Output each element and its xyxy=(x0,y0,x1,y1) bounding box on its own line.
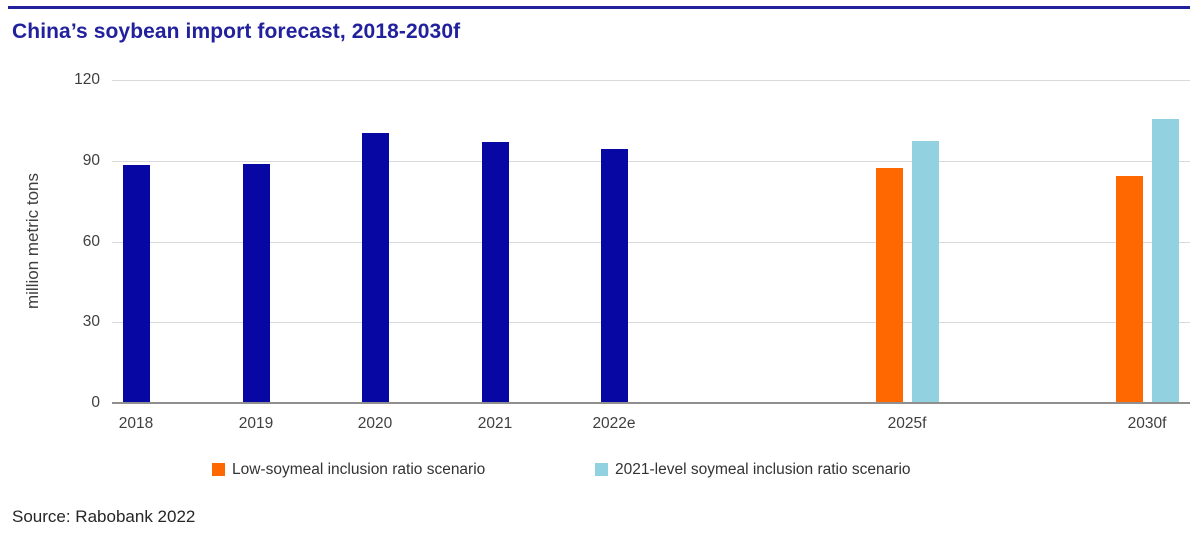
bar-2021-navy xyxy=(481,142,509,402)
x-tick-label-2030f: 2030f xyxy=(1127,415,1167,432)
legend-item-orange: Low-soymeal inclusion ratio scenario xyxy=(212,460,485,479)
bar-2030f-orange xyxy=(1115,175,1143,402)
top-divider-rule xyxy=(8,6,1190,9)
gridline-30 xyxy=(112,322,1190,324)
y-tick-label-90: 90 xyxy=(82,151,100,169)
legend-item-light_blue: 2021-level soymeal inclusion ratio scena… xyxy=(595,460,911,479)
x-axis-line xyxy=(112,402,1190,404)
x-tick-label-2021: 2021 xyxy=(477,415,513,432)
legend-swatch-orange xyxy=(212,463,225,476)
legend-label: Low-soymeal inclusion ratio scenario xyxy=(232,460,486,478)
chart-title: China’s soybean import forecast, 2018-20… xyxy=(12,20,461,43)
bar-2022e-navy xyxy=(600,148,628,402)
y-tick-label-120: 120 xyxy=(74,71,100,88)
legend-label: 2021-level soymeal inclusion ratio scena… xyxy=(615,460,911,478)
y-tick-label-0: 0 xyxy=(91,394,100,411)
bar-2019-navy xyxy=(242,163,270,402)
x-tick-label-2019: 2019 xyxy=(238,415,274,432)
bar-2020-navy xyxy=(361,132,389,402)
x-tick-label-2020: 2020 xyxy=(357,415,393,432)
x-tick-label-2018: 2018 xyxy=(118,415,154,432)
y-tick-label-30: 30 xyxy=(82,313,100,331)
gridline-90 xyxy=(112,160,1190,162)
bar-2025f-orange xyxy=(875,167,903,402)
gridline-60 xyxy=(112,241,1190,243)
legend-swatch-light_blue xyxy=(595,463,608,476)
gridline-120 xyxy=(112,80,1190,81)
source-attribution: Source: Rabobank 2022 xyxy=(12,507,196,526)
bar-2025f-light_blue xyxy=(911,140,939,402)
plot-area xyxy=(112,80,1190,404)
bar-2030f-light_blue xyxy=(1151,119,1179,402)
bar-2018-navy xyxy=(122,165,150,402)
y-tick-label-60: 60 xyxy=(82,232,100,250)
x-tick-label-2022e: 2022e xyxy=(592,415,636,432)
x-tick-label-2025f: 2025f xyxy=(887,415,927,432)
